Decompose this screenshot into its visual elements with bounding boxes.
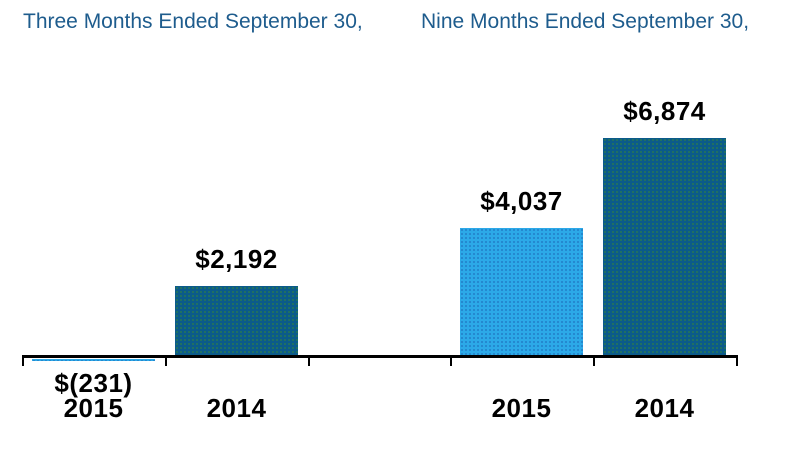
bar-year-label-2014-three-months: 2014 — [206, 393, 267, 423]
bar-2014-nine-months — [603, 138, 726, 355]
bar-value-label-2014-three-months: $2,192 — [195, 244, 278, 274]
bar-year-label-2014-nine-months: 2014 — [634, 393, 695, 423]
x-axis-line — [22, 355, 738, 358]
bar-2015-nine-months — [460, 228, 583, 355]
bar-value-label-2015-three-months: $(231) — [54, 368, 133, 398]
x-axis-tick — [593, 355, 595, 366]
bar-2015-three-months — [32, 359, 155, 361]
bar-value-label-2014-nine-months: $6,874 — [623, 96, 706, 126]
bar-value-label-2015-nine-months: $4,037 — [480, 186, 563, 216]
period-title-nine-months: Nine Months Ended September 30, — [421, 10, 750, 33]
x-axis-tick — [736, 355, 738, 366]
x-axis-tick — [22, 355, 24, 366]
x-axis-tick — [308, 355, 310, 366]
period-title-three-months: Three Months Ended September 30, — [23, 10, 363, 33]
x-axis-tick — [450, 355, 452, 366]
bar-year-label-2015-three-months: 2015 — [63, 393, 124, 423]
bar-year-label-2015-nine-months: 2015 — [491, 393, 552, 423]
bar-2014-three-months — [175, 286, 298, 355]
x-axis-tick — [165, 355, 167, 366]
